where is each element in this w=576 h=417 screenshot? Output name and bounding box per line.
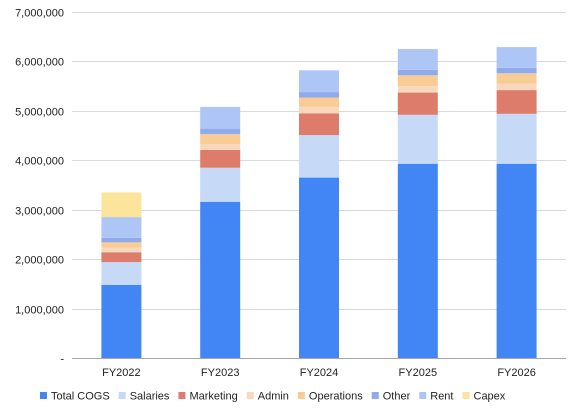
bar-segment-other bbox=[397, 69, 438, 76]
bar-segment-total-cogs bbox=[101, 284, 142, 358]
bar-segment-operations bbox=[299, 97, 339, 107]
bar-segment-other bbox=[200, 128, 241, 135]
bar-segment-rent bbox=[101, 217, 142, 238]
bar-segment-rent bbox=[200, 106, 241, 129]
legend-swatch bbox=[419, 392, 427, 399]
bar-segment-rent bbox=[299, 70, 339, 93]
legend-swatch bbox=[118, 392, 126, 399]
bar-segment-total-cogs bbox=[397, 163, 438, 358]
bar-segment-admin bbox=[299, 106, 339, 114]
x-tick-label: FY2024 bbox=[300, 367, 339, 379]
bar-segment-salaries bbox=[397, 114, 438, 164]
bar-segment-marketing bbox=[299, 113, 339, 136]
legend-label: Operations bbox=[309, 391, 363, 403]
bar-segment-total-cogs bbox=[299, 177, 339, 358]
bars bbox=[101, 47, 537, 358]
y-tick-label: 3,000,000 bbox=[15, 206, 64, 218]
legend-item: Other bbox=[371, 391, 411, 403]
bar-segment-salaries bbox=[299, 135, 339, 178]
bar-segment-admin bbox=[496, 83, 537, 91]
bar-segment-other bbox=[101, 237, 142, 243]
bar-segment-salaries bbox=[101, 262, 142, 285]
legend-swatch bbox=[297, 392, 305, 399]
legend-item: Rent bbox=[419, 391, 454, 403]
bar-segment-total-cogs bbox=[200, 201, 241, 358]
x-tick-label: FY2023 bbox=[201, 367, 240, 379]
bar-segment-rent bbox=[496, 47, 537, 68]
bar-segment-operations bbox=[101, 242, 142, 248]
legend-swatch bbox=[40, 392, 47, 399]
bar-segment-admin bbox=[101, 247, 142, 253]
legend-item: Capex bbox=[462, 391, 506, 403]
legend-item: Admin bbox=[246, 391, 289, 403]
legend-swatch bbox=[462, 392, 470, 399]
bar-segment-other bbox=[496, 67, 537, 74]
bar-segment-salaries bbox=[496, 113, 537, 164]
y-tick-label: - bbox=[60, 354, 64, 366]
bar-segment-admin bbox=[200, 143, 241, 150]
bar-segment-salaries bbox=[200, 167, 241, 202]
legend-label: Total COGS bbox=[51, 391, 110, 403]
y-tick-label: 5,000,000 bbox=[15, 107, 64, 119]
x-tick-label: FY2026 bbox=[497, 367, 536, 379]
legend-label: Rent bbox=[430, 391, 453, 403]
legend-label: Salaries bbox=[130, 391, 170, 403]
bar-segment-admin bbox=[397, 86, 438, 93]
legend-item: Salaries bbox=[118, 391, 170, 403]
legend-label: Capex bbox=[474, 391, 506, 403]
bar-segment-total-cogs bbox=[496, 163, 537, 358]
y-axis-tick-labels: - 1,000,000 2,000,000 3,000,000 4,000,000 5,0… bbox=[15, 8, 64, 366]
bar-segment-marketing bbox=[397, 92, 438, 115]
legend: Total COGS Salaries Marketing Admin Operatio… bbox=[40, 391, 506, 403]
y-tick-label: 4,000,000 bbox=[15, 156, 64, 168]
legend-label: Marketing bbox=[189, 391, 237, 403]
bar-segment-operations bbox=[397, 75, 438, 87]
bar-segment-operations bbox=[496, 73, 537, 84]
y-tick-label: 7,000,000 bbox=[15, 8, 64, 20]
bar-segment-capex bbox=[101, 192, 142, 218]
bar-segment-marketing bbox=[496, 90, 537, 114]
y-tick-label: 1,000,000 bbox=[15, 305, 64, 317]
x-tick-label: FY2025 bbox=[399, 367, 438, 379]
bar-segment-marketing bbox=[101, 252, 142, 263]
legend-swatch bbox=[246, 392, 254, 399]
bar-segment-other bbox=[299, 92, 339, 98]
legend-label: Other bbox=[383, 391, 411, 403]
x-tick-label: FY2022 bbox=[102, 367, 141, 379]
legend-label: Admin bbox=[258, 391, 289, 403]
y-tick-label: 2,000,000 bbox=[15, 255, 64, 267]
x-axis-tick-labels: FY2022 FY2023 FY2024 FY2025 FY2026 bbox=[102, 367, 536, 379]
legend-swatch bbox=[371, 392, 379, 399]
legend-item: Operations bbox=[297, 391, 363, 403]
legend-item: Marketing bbox=[178, 391, 238, 403]
bar-segment-rent bbox=[397, 49, 438, 70]
bar-segment-operations bbox=[200, 134, 241, 144]
bar-segment-marketing bbox=[200, 149, 241, 168]
legend-item: Total COGS bbox=[40, 391, 110, 403]
y-tick-label: 6,000,000 bbox=[15, 57, 64, 69]
legend-swatch bbox=[178, 392, 186, 399]
